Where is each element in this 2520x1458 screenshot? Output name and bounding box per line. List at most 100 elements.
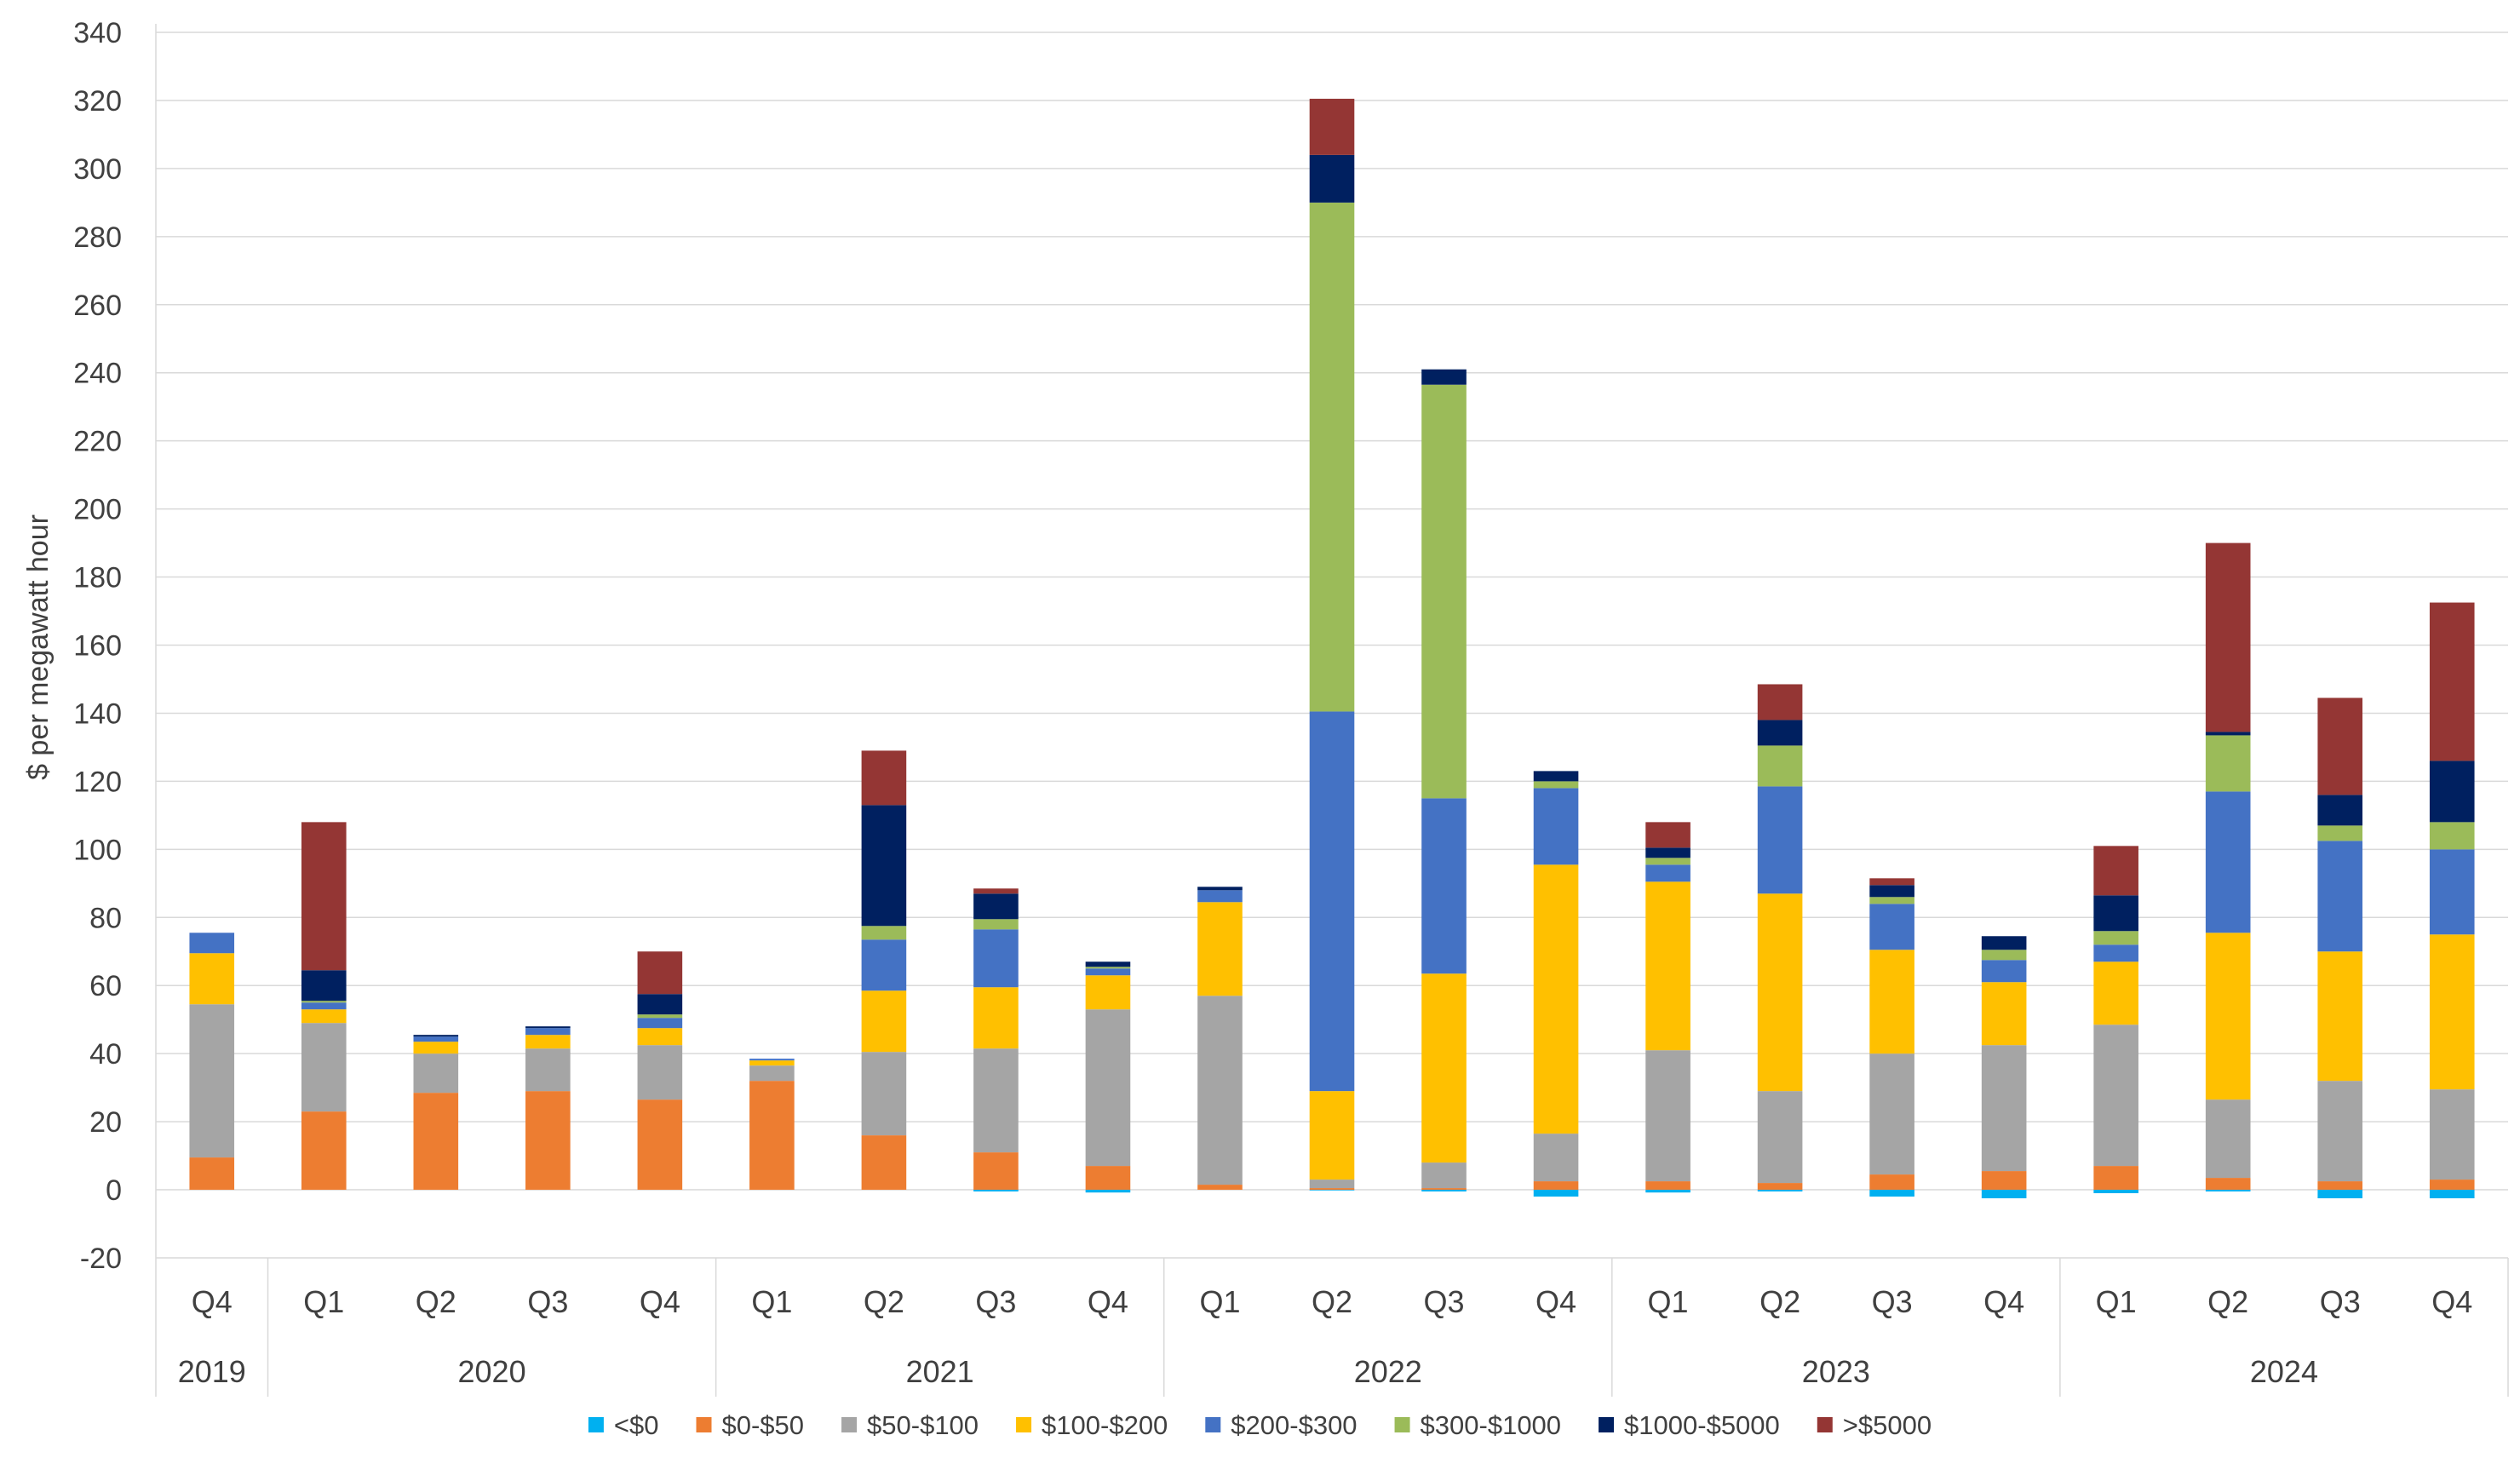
bar-segment [1869,904,1914,950]
bar-segment [301,1111,347,1191]
legend-label: $1000-$5000 [1624,1410,1780,1440]
bar-segment [749,1081,795,1191]
x-tick-label: Q1 [1199,1284,1240,1319]
bar-segment [2205,1178,2251,1191]
bar-segment [1869,1174,1914,1191]
bar-segment [1197,902,1243,996]
x-tick-label: Q4 [1088,1284,1128,1319]
bar-segment [525,1048,571,1092]
bar-segment [413,1053,459,1094]
y-tick-label: 240 [73,358,122,390]
bar-segment [1421,798,1467,974]
year-label: 2019 [178,1354,246,1389]
bar-segment [1533,781,1579,789]
y-tick-label: 20 [89,1106,122,1139]
bar-segment [1869,897,1914,904]
bar-segment [2205,1190,2251,1192]
legend-label: $100-$200 [1042,1410,1168,1440]
bar-segment [2205,735,2251,792]
bar-segment [413,1093,459,1191]
bar-segment [1757,1183,1803,1191]
bar-segment [301,970,347,1002]
bar-segment [2093,846,2138,896]
bar-segment [1757,720,1803,746]
bar-segment [637,1028,683,1046]
bar-segment [637,1099,683,1191]
bar-segment [637,1018,683,1029]
x-tick-label: Q4 [192,1284,232,1319]
bar-segment [525,1026,571,1029]
bar-segment [1197,996,1243,1185]
bar-segment [2317,1081,2363,1182]
bar-segment [413,1035,459,1037]
bar-segment [2093,944,2138,962]
bar-segment [861,1052,907,1136]
bar-segment [1421,1188,1467,1191]
bar-segment [749,1059,795,1061]
legend-swatch [841,1417,858,1432]
legend-swatch [1205,1417,1221,1432]
bar-segment [2317,951,2363,1082]
bar-segment [189,933,235,954]
y-tick-label: 160 [73,630,122,663]
bar-segment [861,990,907,1053]
x-tick-label: Q3 [1424,1284,1465,1319]
bar-segment [861,926,907,940]
bar-segment [1421,1190,1467,1192]
bar-segment [2429,849,2475,935]
bar-segment [1309,154,1355,203]
bar-segment [1085,1009,1131,1167]
year-label: 2021 [906,1354,974,1389]
bar-segment [637,1045,683,1100]
axes: -20 0 20 40 60 80 100 120 140 160 180 200 220 240 260 2… [73,17,157,1397]
x-tick-label: Q4 [1536,1284,1576,1319]
bar-segment [2093,931,2138,945]
legend-swatch [1394,1417,1410,1432]
bar-segment [413,1042,459,1054]
legend-label: <$0 [614,1410,659,1440]
bar-segment [1085,968,1131,976]
bar-segment [973,893,1019,920]
bar-segment [1309,711,1355,1092]
bar-segment [2093,1166,2138,1191]
x-tick-label: Q3 [527,1284,568,1319]
bar-segment [2205,933,2251,1100]
bar-segment [2317,795,2363,826]
y-axis-title: $ per megawatt hour [22,514,55,780]
bar-segment [973,888,1019,894]
bar-segment [1421,384,1467,799]
legend-swatch [696,1417,712,1432]
x-tick-label: Q1 [2096,1284,2137,1319]
legend: <$0 $0-$50 $50-$100 $100-$200 $200-$300 $300-… [588,1410,1932,1440]
y-tick-label: 320 [73,85,122,118]
bar-segment [301,1001,347,1003]
bar-segment [1757,893,1803,1092]
bar-segment [1085,975,1131,1010]
legend-swatch [1599,1417,1615,1432]
bar-segment [1309,98,1355,155]
x-tick-label: Q1 [1648,1284,1689,1319]
bar-segment [1981,936,2027,950]
bar-segment [2093,895,2138,932]
bar-segment [2429,1190,2475,1199]
x-tick-label: Q4 [1983,1284,2024,1319]
y-tick-label: 40 [89,1038,122,1071]
y-tick-label: 300 [73,153,122,186]
bar-segment [1197,887,1243,891]
bar-segment [1645,822,1691,848]
x-tick-label: Q1 [303,1284,344,1319]
y-tick-label: -20 [80,1243,122,1275]
bar-segment [2317,1181,2363,1191]
y-tick-label: 260 [73,290,122,322]
y-tick-label: 80 [89,902,122,934]
bar-segment [973,1048,1019,1153]
x-tick-label: Q2 [1759,1284,1800,1319]
bar-segment [2205,732,2251,736]
bar-segment [637,1014,683,1019]
bar-segment [861,1135,907,1191]
x-tick-label: Q2 [1312,1284,1352,1319]
bar-segment [861,750,907,806]
bar-segment [1533,1181,1579,1191]
